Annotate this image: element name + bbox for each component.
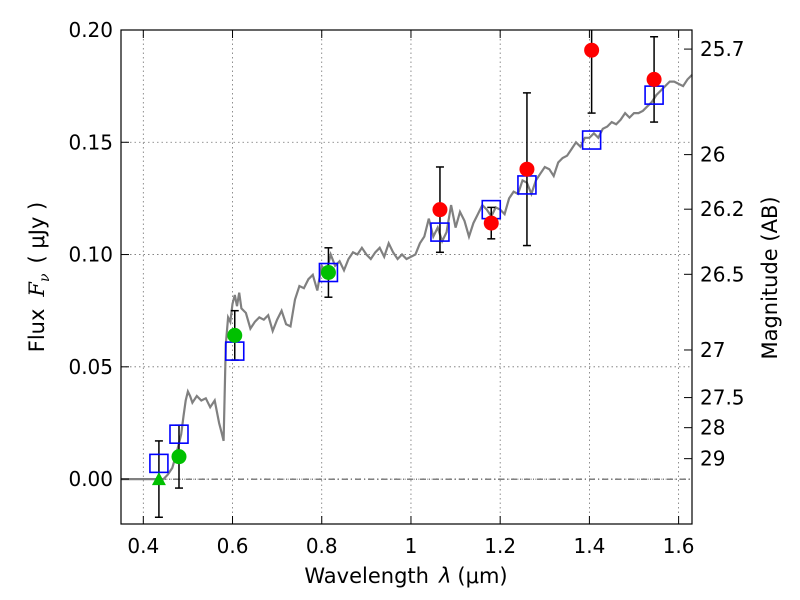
ground-detection-point [320, 265, 336, 281]
x-tick-label: 1.6 [663, 534, 695, 558]
x-tick-label: 1 [405, 534, 418, 558]
ground-detection-point [227, 327, 243, 343]
observed-photometry-markers [151, 42, 662, 486]
magnitude-tick-label: 26.5 [700, 262, 745, 286]
infrared-detection-point [646, 71, 662, 87]
y-axis-label: FluxFν( μJy ) [25, 202, 53, 352]
x-tick-label: 0.4 [127, 534, 159, 558]
x-tick-label: 0.6 [217, 534, 249, 558]
ground-limit-triangle [151, 472, 166, 486]
model-band-square [430, 222, 450, 242]
model-band-square [581, 130, 602, 150]
magnitude-tick-label: 25.7 [700, 37, 745, 61]
magnitude-tick-label: 26.2 [700, 197, 745, 221]
magnitude-tick-label: 28 [700, 416, 725, 440]
y-tick-label: 0.00 [68, 467, 113, 491]
magnitude-tick-label: 27 [700, 338, 725, 362]
y-tick-label: 0.05 [68, 355, 113, 379]
magnitude-tick-label: 27.5 [700, 386, 745, 410]
infrared-detection-point [432, 202, 448, 218]
x-axis-label: Wavelength λ (μm) [304, 564, 507, 588]
model-spectrum-line [121, 74, 693, 481]
axis-ticks: 0.4 0.6 0.8 1 1.2 1.4 1.6 0.00 0.05 0.10 0.15 0.20 2… [68, 18, 744, 558]
y-tick-label: 0.20 [68, 18, 113, 42]
plot-frame [120, 29, 693, 525]
error-bars [154, 30, 659, 519]
x-tick-label: 1.4 [573, 534, 605, 558]
ground-detection-point [171, 449, 187, 465]
y-tick-label: 0.15 [68, 130, 113, 154]
grid-layer [121, 29, 692, 524]
model-band-square [169, 424, 189, 444]
infrared-detection-point [519, 161, 535, 177]
model-band-square [318, 262, 339, 283]
infrared-detection-point [483, 215, 499, 231]
x-tick-label: 0.8 [306, 534, 338, 558]
y-tick-label: 0.10 [68, 243, 113, 267]
model-photometry-markers [149, 85, 664, 474]
magnitude-tick-label: 26 [700, 143, 725, 167]
infrared-detection-point [584, 42, 600, 58]
x-tick-label: 1.2 [484, 534, 516, 558]
magnitude-axis-label: Magnitude (AB) [758, 196, 782, 359]
magnitude-tick-label: 29 [700, 447, 725, 471]
